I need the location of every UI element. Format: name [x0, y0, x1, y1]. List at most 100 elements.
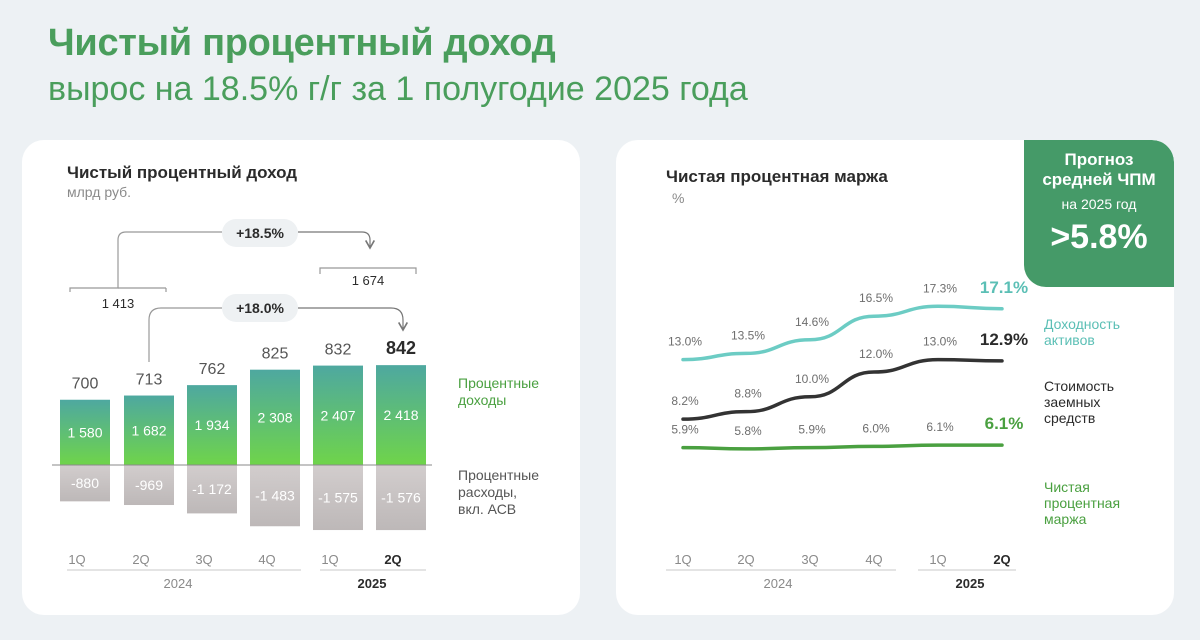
income-value-label: 1 934: [194, 417, 229, 433]
legend-funding-cost-text: Стоимость: [1044, 378, 1114, 394]
expense-bar: [313, 465, 363, 531]
funding-cost-point-label: 13.0%: [923, 335, 957, 349]
growth-h1-badge: [222, 219, 298, 247]
year-2025-label: 2025: [358, 576, 387, 591]
asset-yield-point-label: 14.6%: [795, 315, 829, 329]
legend-income-text: Процентные: [458, 375, 539, 391]
net-income-label: 825: [262, 346, 289, 363]
line-chart-title: Чистая процентная маржа: [666, 167, 888, 186]
asset-yield-point-label: 17.3%: [923, 281, 957, 295]
quarter-label: 1Q: [321, 552, 338, 567]
line-chart-unit: %: [672, 190, 684, 206]
legend-nim-text-line: маржа: [1044, 511, 1087, 527]
funding-cost-line: [681, 357, 1004, 421]
line-quarter-label: 1Q: [674, 552, 691, 567]
income-bar: [376, 365, 426, 465]
expense-value-label: -969: [135, 477, 163, 493]
forecast-period: на 2025 год: [1061, 196, 1137, 212]
line-quarter-label: 2Q: [993, 552, 1010, 567]
expense-value-label: -880: [71, 475, 99, 491]
nim-point-label: 5.9%: [798, 423, 826, 437]
forecast-title: Прогноз средней ЧПМ: [1042, 150, 1156, 189]
nim-point-label: 5.9%: [671, 423, 699, 437]
expense-bar: [250, 465, 300, 527]
growth-2q-badge: [222, 294, 298, 322]
income-value-label: 1 580: [67, 424, 102, 440]
expense-bar: [124, 465, 174, 506]
income-bar: [124, 395, 174, 465]
legend-expense-text-line: вкл. АСВ: [458, 501, 516, 517]
bracket-h1-2024: [69, 231, 222, 292]
asset-yield-point-label: 13.5%: [731, 328, 765, 342]
income-value-label: 1 682: [131, 422, 166, 438]
growth-h1-label: +18.5%: [236, 225, 284, 241]
net-interest-income-chart: Чистый процентный доход млрд руб. +18.5%…: [52, 163, 543, 591]
expense-bar: [60, 465, 110, 502]
funding-cost-point-label: 12.0%: [859, 347, 893, 361]
expense-value-label: -1 483: [255, 488, 295, 504]
year-2024-label: 2024: [164, 576, 193, 591]
income-value-label: 2 407: [320, 407, 355, 423]
bar-chart-unit: млрд руб.: [67, 184, 131, 200]
income-bar: [60, 399, 110, 465]
expense-bar: [376, 465, 426, 531]
bracket-h1-2025: [319, 267, 417, 274]
funding-cost-point-label: 10.0%: [795, 372, 829, 386]
income-bar: [250, 369, 300, 465]
nim-point-label: 6.1%: [926, 420, 954, 434]
line-quarter-label: 1Q: [929, 552, 946, 567]
legend-asset-yield: Доходность активов: [1044, 316, 1124, 348]
nim-point-label: 6.1%: [985, 414, 1024, 433]
expense-bar: [187, 465, 237, 514]
forecast-value: >5.8%: [1050, 218, 1148, 256]
bar-chart-title: Чистый процентный доход: [67, 163, 297, 182]
quarter-label: 3Q: [195, 552, 212, 567]
nim-point-label: 5.8%: [734, 424, 762, 438]
funding-cost-point-label: 8.2%: [671, 394, 699, 408]
income-bar: [187, 385, 237, 465]
quarter-label: 1Q: [68, 552, 85, 567]
legend-asset-yield-text: Доходность: [1044, 316, 1120, 332]
asset-yield-point-label: 16.5%: [859, 291, 893, 305]
legend-funding-cost-text-line: средств: [1044, 410, 1095, 426]
expense-value-label: -1 575: [318, 490, 358, 506]
line-quarter-label: 3Q: [801, 552, 818, 567]
legend-nim-text-line: процентная: [1044, 495, 1120, 511]
nim-forecast-badge: Прогноз средней ЧПМ на 2025 год >5.8%: [1024, 140, 1174, 287]
income-value-label: 2 418: [383, 407, 418, 423]
legend-nim: Чистая процентная маржа: [1044, 479, 1120, 527]
line-quarter-label: 4Q: [865, 552, 882, 567]
legend-expense-text: Процентные: [458, 467, 539, 483]
legend-income-text-line: доходы: [458, 392, 506, 408]
legend-asset-yield-text-line: активов: [1044, 332, 1095, 348]
net-income-label: 842: [386, 338, 416, 358]
income-bar: [313, 365, 363, 465]
legend-nim-text: Чистая: [1044, 479, 1090, 495]
funding-cost-point-label: 12.9%: [980, 330, 1028, 349]
line-year-2024-label: 2024: [764, 576, 793, 591]
h1-2024-value: 1 413: [102, 296, 135, 311]
legend-expense-text-line: расходы,: [458, 484, 517, 500]
growth-2q-label: +18.0%: [236, 300, 284, 316]
funding-cost-point-label: 8.8%: [734, 387, 762, 401]
expense-value-label: -1 576: [381, 490, 421, 506]
line-year-2025-label: 2025: [956, 576, 985, 591]
nim-point-label: 6.0%: [862, 421, 890, 435]
line-quarter-label: 2Q: [737, 552, 754, 567]
nim-line: [681, 443, 1004, 451]
asset-yield-point-label: 17.1%: [980, 278, 1028, 297]
quarter-label: 2Q: [384, 552, 401, 567]
page-title: Чистый процентный доход: [48, 22, 556, 64]
income-value-label: 2 308: [257, 409, 292, 425]
legend-expense: Процентные расходы, вкл. АСВ: [458, 467, 543, 517]
legend-income: Процентные доходы: [458, 375, 543, 408]
net-income-label: 832: [325, 342, 352, 359]
net-income-label: 762: [199, 361, 226, 378]
expense-value-label: -1 172: [192, 481, 232, 497]
legend-funding-cost-text-line: заемных: [1044, 394, 1100, 410]
page-subtitle: вырос на 18.5% г/г за 1 полугодие 2025 г…: [48, 70, 748, 108]
quarter-label: 2Q: [132, 552, 149, 567]
net-income-label: 713: [136, 372, 163, 389]
quarter-label: 4Q: [258, 552, 275, 567]
net-interest-income-card: Чистый процентный доход млрд руб. +18.5%…: [22, 140, 580, 615]
